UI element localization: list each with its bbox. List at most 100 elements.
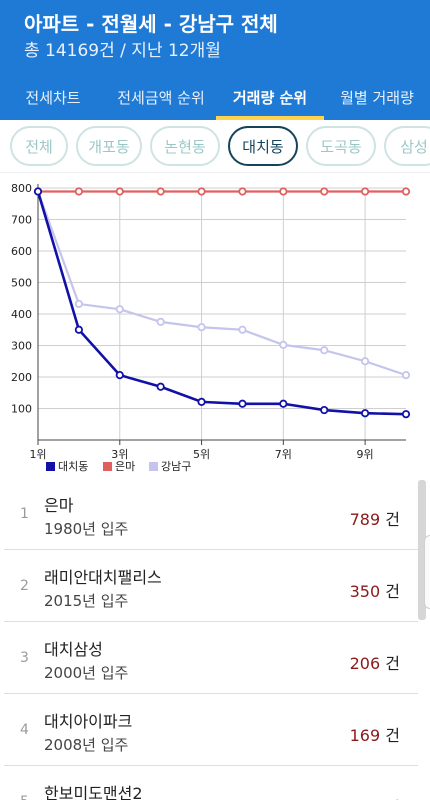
count-value: 350 (349, 582, 381, 601)
data-point (401, 371, 411, 380)
apartment-name: 래미안대치팰리스 (44, 568, 162, 587)
apartment-name: 대치삼성 (44, 640, 103, 659)
list-item[interactable]: 3 대치삼성 2000년 입주 206 건 (4, 622, 418, 694)
count-unit: 건 (385, 582, 400, 601)
data-point (279, 187, 288, 196)
chip-label: 삼성 (400, 137, 428, 156)
data-point (156, 187, 165, 196)
data-point (279, 399, 288, 408)
move-in-year: 2015년 입주 (44, 592, 129, 610)
chip-gaepo[interactable]: 개포동 (76, 126, 142, 166)
x-tick-label: 9위 (357, 448, 374, 461)
rank-number: 2 (20, 578, 29, 594)
count-unit: 건 (385, 798, 400, 800)
legend-label: 은마 (115, 460, 135, 473)
chip-samseong[interactable]: 삼성 (384, 126, 430, 166)
count-value: 789 (349, 510, 381, 529)
data-point (238, 325, 247, 334)
data-point (361, 357, 370, 366)
y-tick-label: 100 (11, 403, 32, 416)
data-point (401, 187, 411, 196)
y-tick-label: 600 (11, 245, 32, 258)
tab-jeonse-chart[interactable]: 전세차트 (0, 74, 106, 120)
legend-label: 대치동 (58, 460, 88, 473)
chip-all[interactable]: 전체 (10, 126, 68, 166)
app-header: 아파트 - 전월세 - 강남구 전체 총 14169건 / 지난 12개월 전세… (0, 0, 430, 120)
tab-jeonse-price-rank[interactable]: 전세금액 순위 (106, 74, 216, 120)
data-point (156, 382, 165, 391)
y-tick-label: 500 (11, 277, 32, 290)
count-unit: 건 (385, 510, 400, 529)
list-item[interactable]: 4 대치아이파크 2008년 입주 169 건 (4, 694, 418, 766)
list-item[interactable]: 2 래미안대치팰리스 2015년 입주 350 건 (4, 550, 418, 622)
data-point (279, 340, 288, 349)
transaction-count: 121 건 (350, 794, 400, 800)
transaction-count: 789 건 (350, 506, 400, 530)
x-tick-label: 3위 (111, 448, 128, 461)
rank-number: 1 (20, 506, 29, 522)
data-point (115, 371, 124, 380)
chip-label: 대치동 (242, 137, 284, 156)
y-tick-label: 700 (11, 214, 32, 227)
y-tick-label: 300 (11, 340, 32, 353)
move-in-year: 2000년 입주 (44, 664, 129, 682)
district-filter-chips: 전체 개포동 논현동 대치동 도곡동 삼성 (0, 124, 430, 168)
chip-label: 전체 (25, 137, 53, 156)
data-point (401, 410, 411, 419)
data-point (74, 187, 83, 196)
data-point (115, 187, 124, 196)
count-value: 169 (349, 726, 381, 745)
data-point (320, 187, 329, 196)
transaction-count: 350 건 (350, 578, 400, 602)
rank-number: 4 (20, 722, 29, 738)
legend-label: 강남구 (161, 460, 191, 473)
legend-swatch (149, 462, 158, 471)
data-point (115, 305, 124, 314)
ranking-line-chart: 100 200 300 400 500 600 700 800 1위 3위 5위 7위 9위 대치동 은마 강… (0, 176, 430, 478)
data-point (74, 325, 83, 334)
move-in-year: 1980년 입주 (44, 520, 129, 538)
x-tick-label: 5위 (193, 448, 210, 461)
tab-volume-rank[interactable]: 거래량 순위 (216, 74, 324, 120)
list-scrollbar[interactable] (418, 480, 426, 620)
count-unit: 건 (385, 726, 400, 745)
list-item[interactable]: 5 한보미도맨션2 121 건 (4, 766, 418, 800)
data-point (238, 399, 247, 408)
data-point (361, 187, 370, 196)
chip-dogok[interactable]: 도곡동 (306, 126, 376, 166)
tab-label: 거래량 순위 (232, 88, 308, 107)
data-point (74, 299, 83, 309)
page-subtitle: 총 14169건 / 지난 12개월 (24, 41, 221, 61)
chip-nonhyeon[interactable]: 논현동 (150, 126, 220, 166)
legend-swatch (46, 462, 55, 471)
x-tick-label: 7위 (275, 448, 292, 461)
apartment-name: 은마 (44, 496, 74, 515)
move-in-year: 2008년 입주 (44, 736, 129, 754)
tab-bar: 전세차트 전세금액 순위 거래량 순위 월별 거래량 (0, 74, 430, 120)
divider (0, 172, 430, 173)
edge-panel-handle[interactable] (424, 535, 430, 609)
apartment-name: 대치아이파크 (44, 712, 133, 731)
series-line-3 (36, 191, 407, 377)
rank-number: 3 (20, 650, 29, 666)
data-point (238, 187, 247, 196)
count-value: 121 (350, 798, 381, 800)
data-point (197, 397, 206, 406)
apartment-name: 한보미도맨션2 (44, 784, 143, 800)
chip-daechi[interactable]: 대치동 (228, 126, 298, 166)
tab-label: 전세차트 (25, 88, 81, 107)
data-point (197, 323, 206, 332)
tab-label: 월별 거래량 (340, 88, 414, 107)
tab-monthly-volume[interactable]: 월별 거래량 (324, 74, 430, 120)
list-item[interactable]: 1 은마 1980년 입주 789 건 (4, 478, 418, 550)
chip-label: 논현동 (164, 137, 206, 156)
transaction-count: 206 건 (350, 650, 400, 674)
y-tick-label: 200 (11, 371, 32, 384)
tab-label: 전세금액 순위 (117, 88, 205, 107)
page-title: 아파트 - 전월세 - 강남구 전체 (24, 12, 278, 36)
data-point (320, 346, 329, 355)
transaction-count: 169 건 (350, 722, 400, 746)
y-tick-label: 400 (11, 308, 32, 321)
data-point (361, 409, 370, 418)
